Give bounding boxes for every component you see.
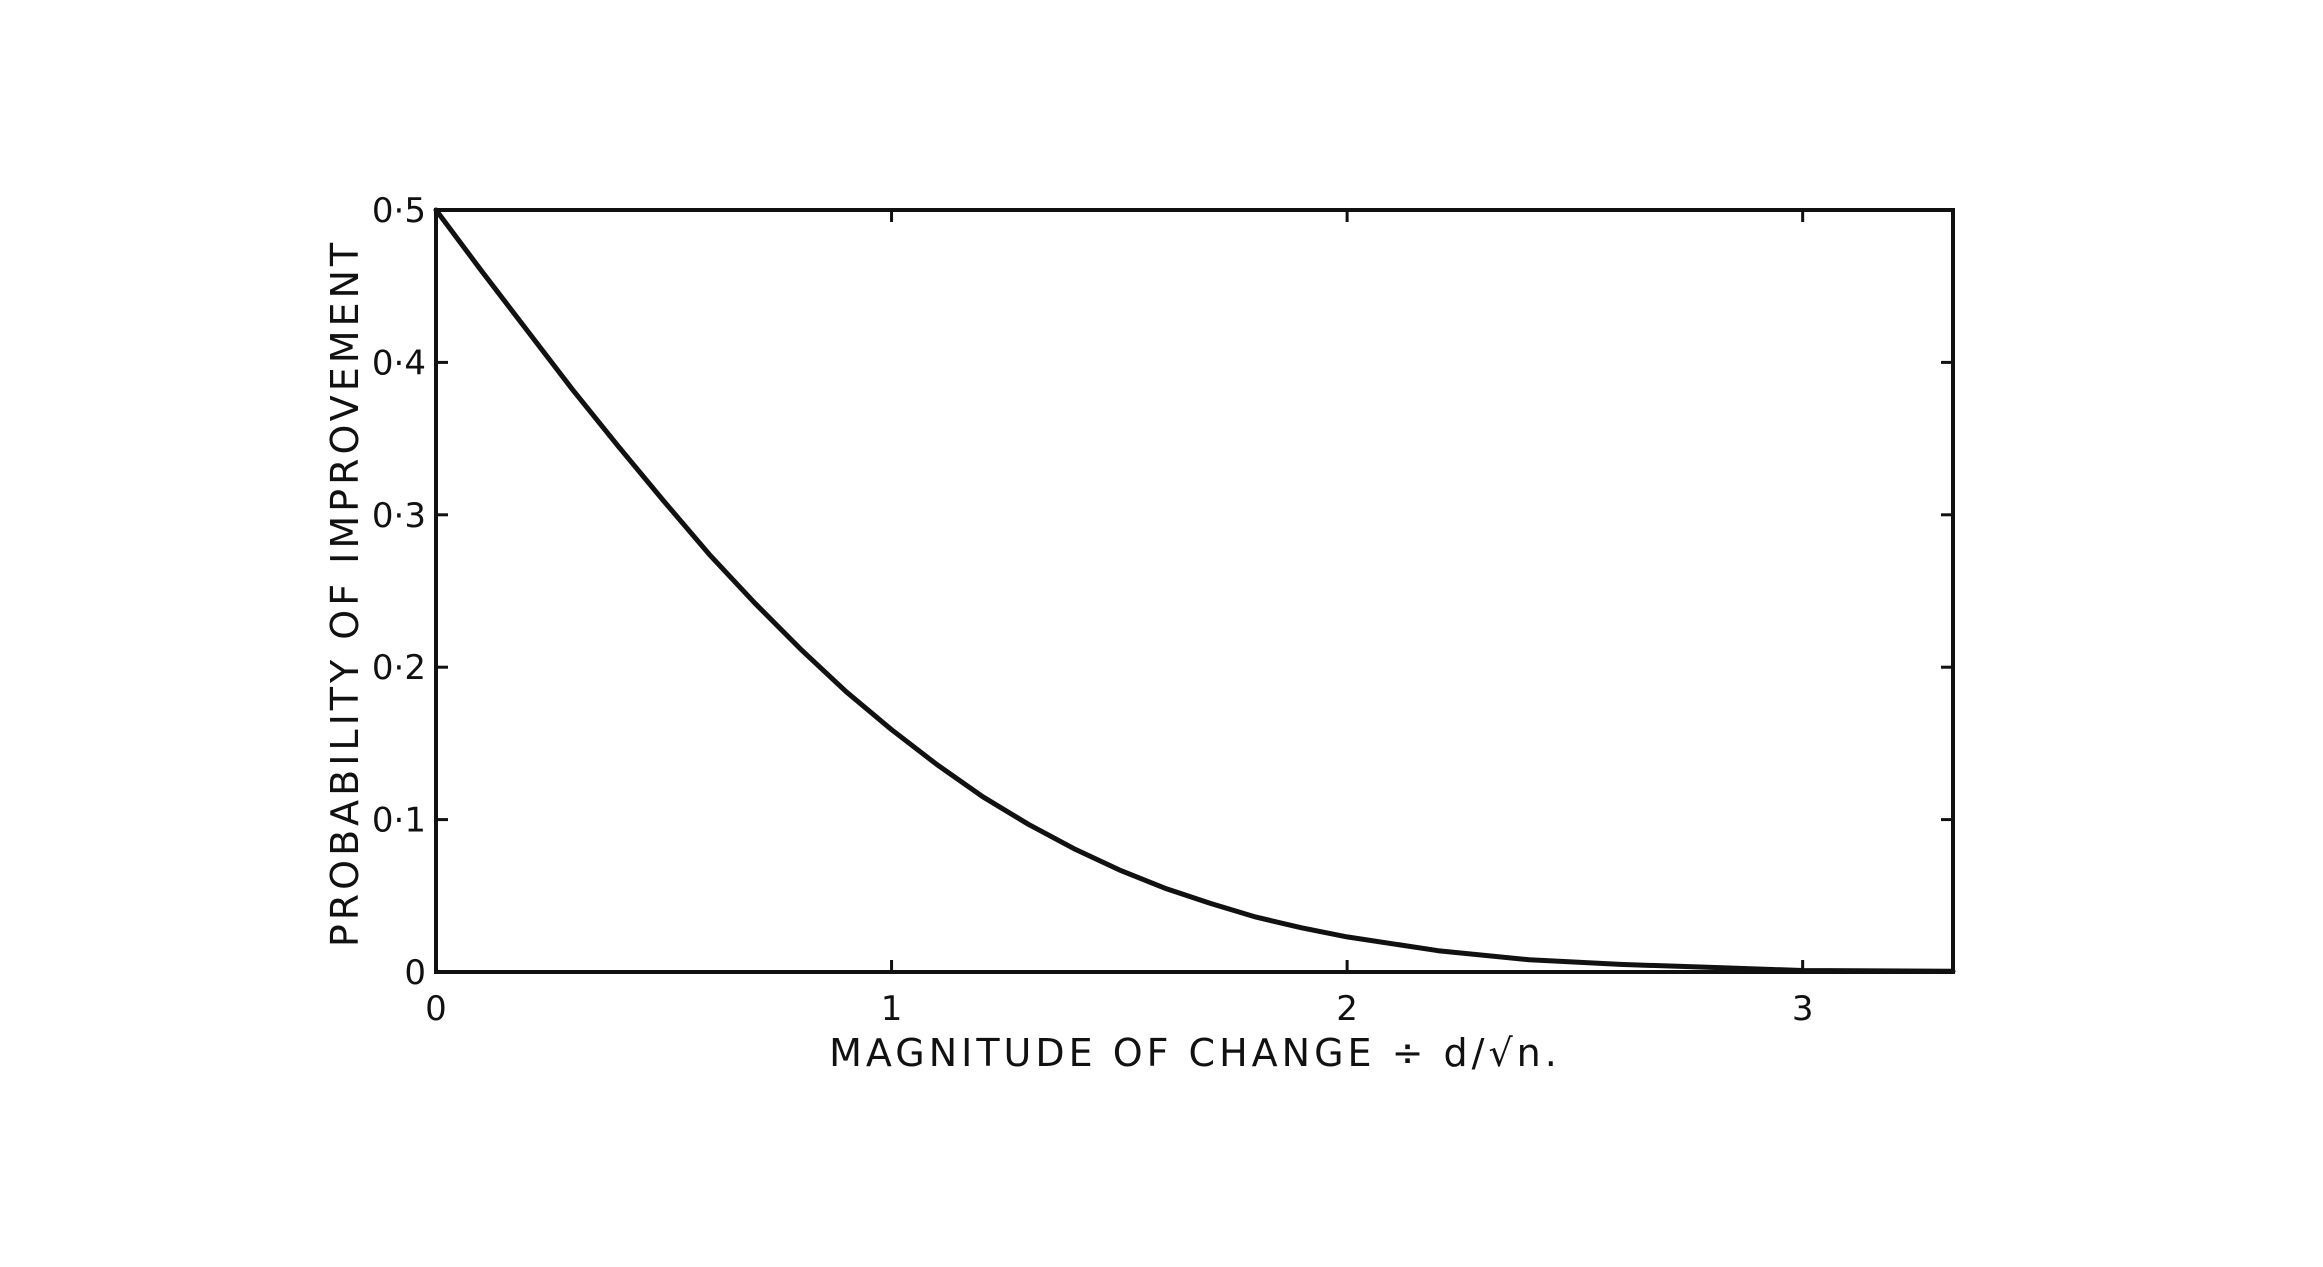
x-tick-label: 3 — [1792, 989, 1814, 1029]
y-tick-label: 0·1 — [372, 801, 426, 841]
tick-labels: 0 1 2 3 0 0·1 0·2 0·3 0·4 0·5 — [372, 191, 1814, 1029]
x-tick-label: 2 — [1336, 989, 1358, 1029]
x-axis-title: MAGNITUDE OF CHANGE ÷ d/√n. — [829, 1031, 1561, 1075]
y-tick-label: 0·5 — [372, 191, 426, 231]
y-tick-label: 0·3 — [372, 496, 426, 536]
y-tick-label: 0·2 — [372, 648, 426, 688]
y-tick-label: 0·4 — [372, 343, 426, 383]
series — [433, 207, 1956, 974]
series-line — [433, 207, 1956, 974]
y-tick-label: 0 — [404, 953, 426, 993]
ticks — [434, 208, 1953, 974]
x-tick-label: 0 — [425, 989, 447, 1029]
y-axis-title: PROBABILITY OF IMPROVEMENT — [323, 239, 367, 947]
plot-frame — [434, 208, 1955, 974]
x-tick-label: 1 — [881, 989, 903, 1029]
